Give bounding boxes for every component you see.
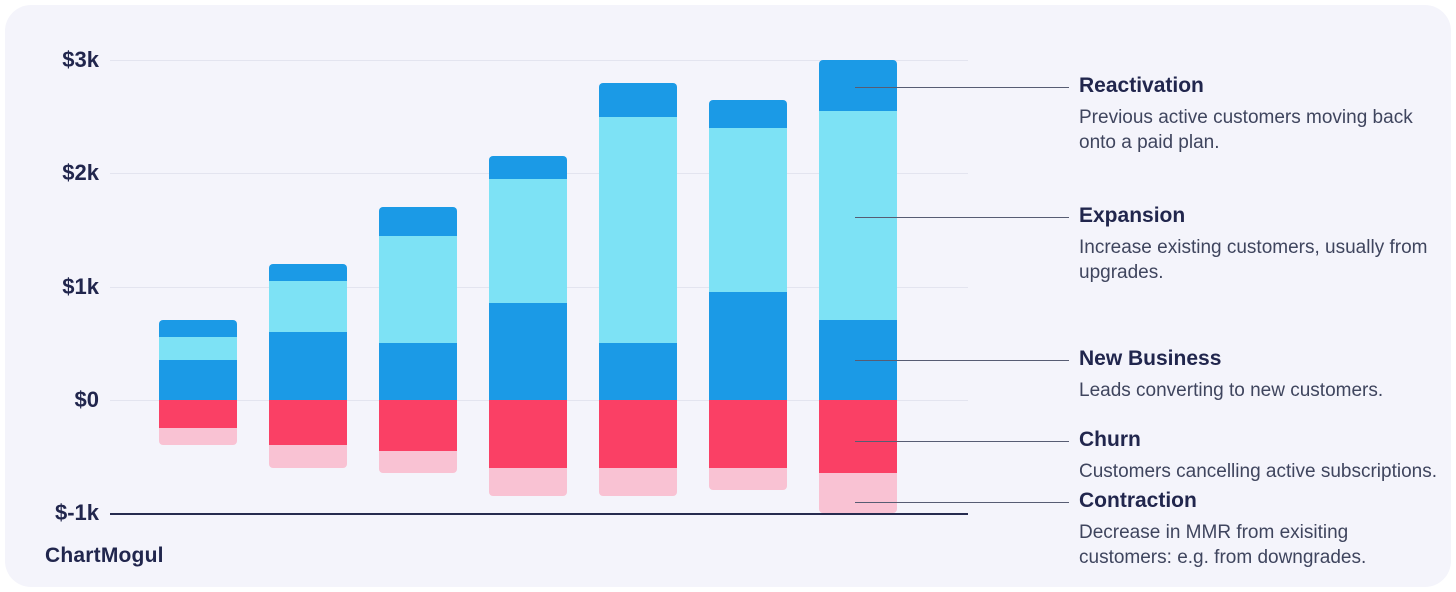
y-axis-tick: $0 xyxy=(74,386,99,412)
segment-reactivation xyxy=(819,60,897,111)
segment-reactivation xyxy=(379,207,457,236)
segment-new-business xyxy=(379,343,457,400)
segment-reactivation xyxy=(489,156,567,179)
segment-reactivation xyxy=(269,263,347,281)
y-axis: $3k $2k $1k $0 $-1k xyxy=(5,47,99,525)
bar-6 xyxy=(709,60,787,513)
segment-new-business xyxy=(599,343,677,400)
y-axis-tick: $-1k xyxy=(54,500,99,525)
segment-contraction xyxy=(709,467,787,491)
y-axis-tick: $1k xyxy=(62,273,99,299)
segment-contraction xyxy=(819,473,897,513)
segment-churn xyxy=(159,399,237,429)
segment-new-business xyxy=(489,303,567,400)
segment-new-business xyxy=(709,292,787,400)
y-axis-tick: $2k xyxy=(62,160,99,186)
bar-7 xyxy=(819,60,897,513)
segment-expansion xyxy=(379,235,457,344)
legend-title: Expansion xyxy=(1079,204,1186,227)
bar-3 xyxy=(379,60,457,513)
bar-5 xyxy=(599,60,677,513)
connector-line-contraction xyxy=(855,502,1069,503)
legend-item-contraction: Contraction Decrease in MMR from exisitin… xyxy=(1079,489,1449,570)
y-axis-tick: $3k xyxy=(62,47,99,72)
segment-expansion xyxy=(489,178,567,304)
segment-churn xyxy=(489,399,567,468)
segment-reactivation xyxy=(709,99,787,128)
segment-expansion xyxy=(159,337,237,361)
legend-item-reactivation: Reactivation Previous active customers mo… xyxy=(1079,74,1449,155)
legend-description: Customers cancelling active subscription… xyxy=(1079,461,1437,482)
segment-expansion xyxy=(709,127,787,293)
legend-description: Decrease in MMR from exisiting customers… xyxy=(1079,522,1367,569)
segment-contraction xyxy=(599,467,677,496)
segment-contraction xyxy=(489,467,567,496)
legend-description: Previous active customers moving back on… xyxy=(1079,107,1413,154)
segment-contraction xyxy=(269,445,347,468)
segment-churn xyxy=(379,399,457,451)
connector-line-churn xyxy=(855,441,1069,442)
segment-expansion xyxy=(269,280,347,332)
segment-new-business xyxy=(159,360,237,400)
segment-expansion xyxy=(819,110,897,321)
legend-title: Reactivation xyxy=(1079,74,1204,97)
legend-description: Increase existing customers, usually fro… xyxy=(1079,237,1428,284)
connector-line-expansion xyxy=(855,217,1069,218)
bar-1 xyxy=(159,60,237,513)
legend-item-expansion: Expansion Increase existing customers, us… xyxy=(1079,204,1449,285)
segment-new-business xyxy=(269,331,347,400)
bar-4 xyxy=(489,60,567,513)
segment-churn xyxy=(269,399,347,446)
segment-reactivation xyxy=(159,320,237,338)
segment-churn xyxy=(819,399,897,474)
segment-contraction xyxy=(159,428,237,446)
segment-churn xyxy=(599,399,677,468)
gridline xyxy=(110,60,968,61)
gridline xyxy=(110,513,968,515)
legend-description: Leads converting to new customers. xyxy=(1079,380,1384,401)
legend-title: New Business xyxy=(1079,347,1222,370)
legend: Reactivation Previous active customers mo… xyxy=(1079,5,1449,587)
bar-2 xyxy=(269,60,347,513)
legend-item-churn: Churn Customers cancelling active subscri… xyxy=(1079,428,1449,484)
segment-churn xyxy=(709,399,787,468)
legend-item-new-business: New Business Leads converting to new cust… xyxy=(1079,347,1449,403)
legend-title: Churn xyxy=(1079,428,1141,451)
segment-reactivation xyxy=(599,82,677,117)
connector-line-new-business xyxy=(855,360,1069,361)
chartmogul-logo: ChartMogul xyxy=(45,544,164,567)
segment-expansion xyxy=(599,116,677,344)
legend-title: Contraction xyxy=(1079,489,1197,512)
segment-contraction xyxy=(379,450,457,474)
plot-area xyxy=(110,60,968,515)
chart-card: $3k $2k $1k $0 $-1k Reactivation Previous act… xyxy=(5,5,1451,587)
connector-line-reactivation xyxy=(855,87,1069,88)
